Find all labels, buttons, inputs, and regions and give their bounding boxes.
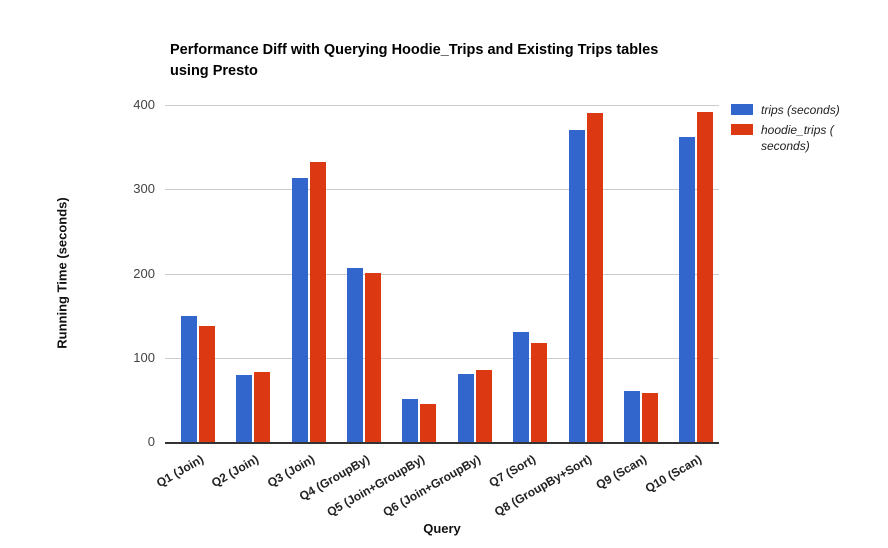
bar-trips-Q3 (Join) <box>291 178 308 442</box>
plot-area <box>165 105 719 444</box>
trips-series-swatch <box>731 104 753 115</box>
bar-trips-Q7 (Sort) <box>513 331 530 442</box>
legend-item-hoodie-trips: hoodie_trips ( seconds) <box>731 122 871 154</box>
bar-hoodie_trips-Q7 (Sort) <box>531 343 548 442</box>
bar-group-3 <box>281 105 336 442</box>
bar-hoodie_trips-Q1 (Join) <box>198 325 215 442</box>
bar-trips-Q8 (GroupBy+Sort) <box>568 130 585 442</box>
y-tick-label-100: 100 <box>133 349 155 365</box>
y-tick-label-400: 400 <box>133 97 155 112</box>
bar-trips-Q1 (Join) <box>180 315 197 442</box>
y-axis-ticks: 0 100 200 300 400 <box>0 97 155 449</box>
bar-hoodie_trips-Q10 (Scan) <box>697 111 714 442</box>
bar-group-9 <box>613 105 668 442</box>
bar-group-7 <box>502 105 557 442</box>
gridline-300 <box>165 189 719 191</box>
bar-hoodie_trips-Q9 (Scan) <box>641 393 658 442</box>
chart-title-line2: using Presto <box>170 63 258 79</box>
bar-group-4 <box>336 105 391 442</box>
y-tick-label-200: 200 <box>133 265 155 281</box>
y-axis-title: Running Time (seconds) <box>54 197 70 349</box>
bar-group-6 <box>447 105 502 442</box>
bar-trips-Q5 (Join+GroupBy) <box>402 399 419 442</box>
hoodie-trips-series-swatch <box>731 124 753 135</box>
bar-trips-Q6 (Join+GroupBy) <box>457 373 474 442</box>
trips-series-label: trips (seconds) <box>761 103 840 117</box>
bar-group-1 <box>170 105 225 442</box>
gridline-400 <box>165 105 719 106</box>
y-tick-label-0: 0 <box>147 434 155 449</box>
bar-hoodie_trips-Q6 (Join+GroupBy) <box>475 370 492 442</box>
gridline-100 <box>165 357 719 359</box>
bar-groups <box>165 105 719 442</box>
bar-group-2 <box>225 105 280 442</box>
bar-group-10 <box>669 105 724 442</box>
bar-hoodie_trips-Q2 (Join) <box>254 372 271 442</box>
legend: trips (seconds) hoodie_trips ( seconds) <box>731 102 871 154</box>
bar-group-8 <box>558 105 613 442</box>
gridline-200 <box>165 273 719 275</box>
bar-trips-Q4 (GroupBy) <box>346 267 363 442</box>
bar-hoodie_trips-Q5 (Join+GroupBy) <box>420 404 437 442</box>
hoodie-trips-series-label: hoodie_trips ( seconds) <box>761 123 834 153</box>
bar-hoodie_trips-Q4 (GroupBy) <box>364 272 381 442</box>
bar-hoodie_trips-Q3 (Join) <box>309 162 326 442</box>
bar-trips-Q10 (Scan) <box>679 137 696 442</box>
y-tick-label-300: 300 <box>133 181 155 197</box>
chart-title-line1: Performance Diff with Querying Hoodie_Tr… <box>170 42 659 58</box>
bar-trips-Q9 (Scan) <box>623 391 640 442</box>
legend-item-trips: trips (seconds) <box>731 102 871 118</box>
x-axis-title: Query <box>423 521 461 536</box>
bar-hoodie_trips-Q8 (GroupBy+Sort) <box>586 113 603 442</box>
bar-group-5 <box>392 105 447 442</box>
chart-title: Performance Diff with Querying Hoodie_Tr… <box>170 40 770 82</box>
bar-trips-Q2 (Join) <box>236 374 253 442</box>
